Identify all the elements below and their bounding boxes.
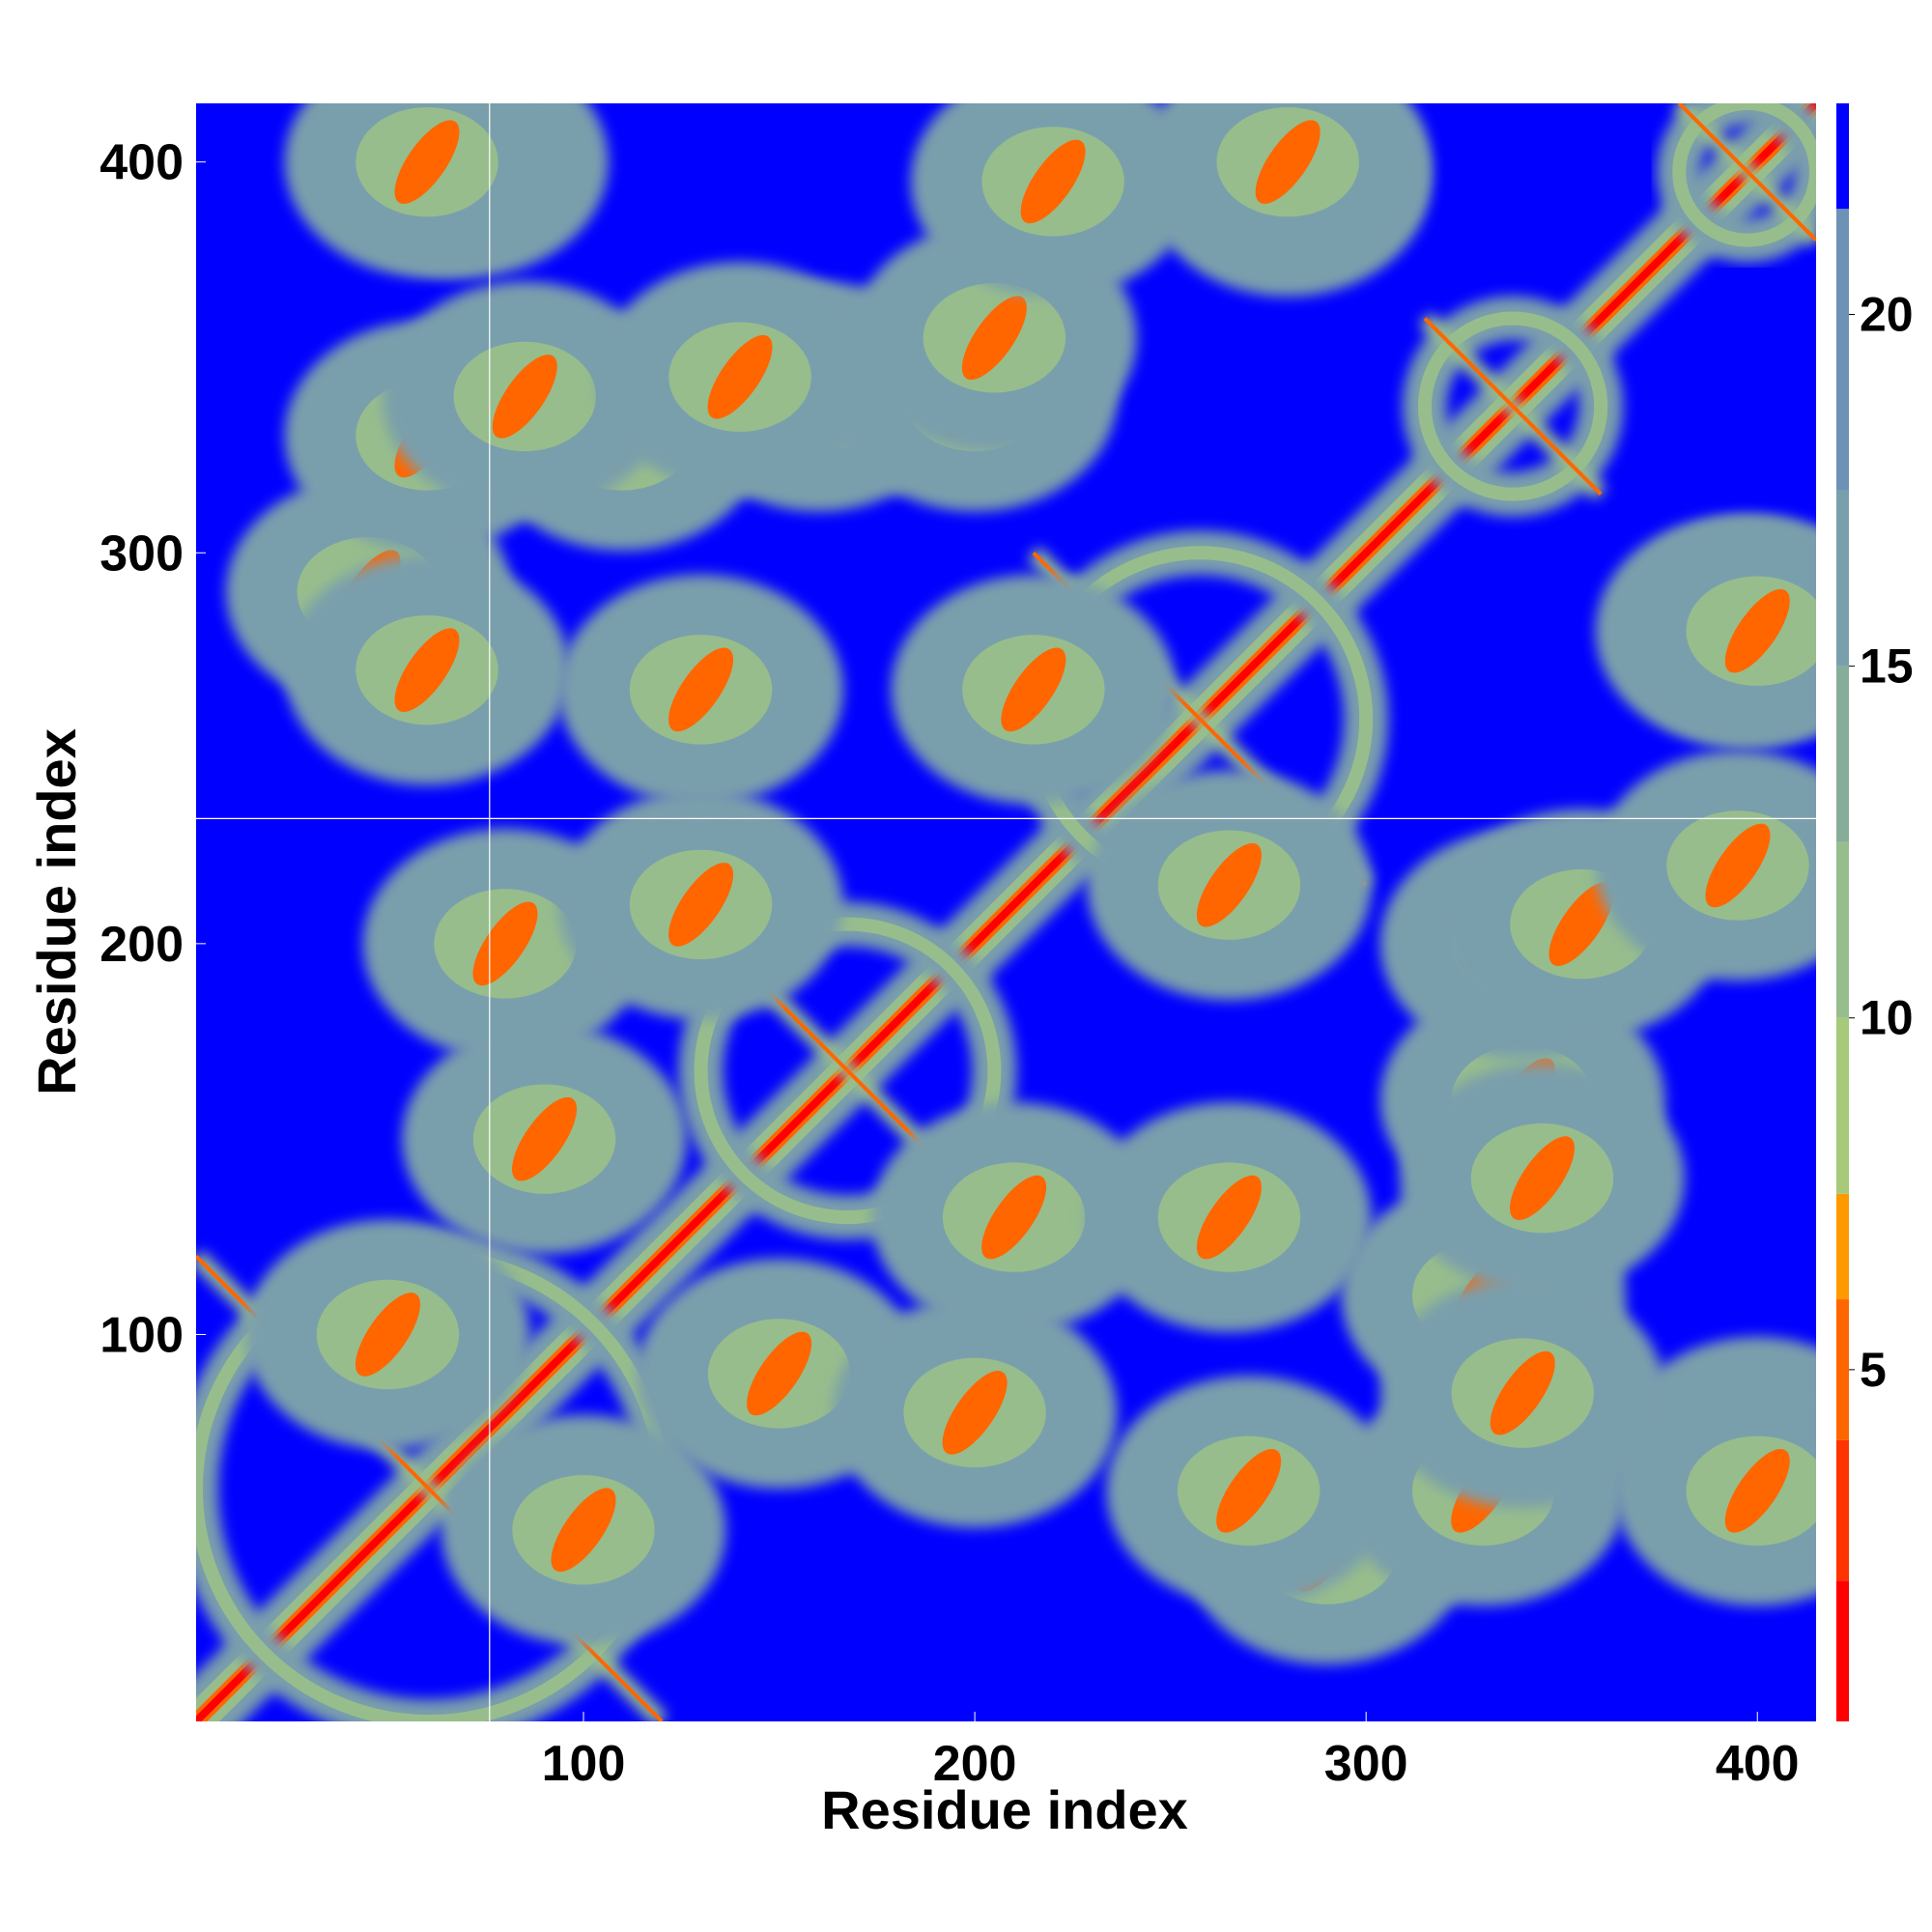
- colorbar-segment: [1836, 1439, 1849, 1581]
- y-axis-label: Residue index: [26, 728, 87, 1095]
- y-axis-ticks: 100 200 300 400: [99, 135, 206, 1363]
- colorbar-segment: [1836, 209, 1849, 491]
- colorbar-ticks: 5 10 15 20: [1849, 287, 1914, 1397]
- contact-blob-center: [1705, 823, 1771, 908]
- colorbar: [1836, 103, 1849, 1721]
- domain-block-ring-core: [694, 917, 1002, 1225]
- contact-blob-center: [394, 628, 460, 712]
- contact-blob-center: [1724, 1448, 1790, 1533]
- x-tick-label: 400: [1716, 1736, 1800, 1792]
- contact-blob-center: [981, 1175, 1047, 1260]
- contact-blob-center: [942, 1371, 1008, 1455]
- contact-blob-center: [1196, 1175, 1262, 1260]
- x-tick-label: 100: [542, 1736, 626, 1792]
- contact-blob-center: [1216, 1448, 1282, 1533]
- colorbar-segment: [1836, 841, 1849, 1018]
- y-tick-label: 400: [99, 135, 184, 191]
- contact-blob-center: [707, 334, 773, 419]
- domain-block-antidiagonal-core: [1677, 103, 1816, 242]
- contact-blob-center: [1196, 842, 1262, 927]
- contact-blob-center: [1255, 120, 1321, 205]
- contact-blob-center: [1020, 139, 1086, 224]
- colorbar-segment: [1836, 666, 1849, 842]
- contact-blob-center: [355, 1293, 420, 1377]
- contact-blob-center: [1724, 588, 1790, 673]
- x-axis-ticks: 100 200 300 400: [542, 1712, 1800, 1792]
- colorbar-segment: [1836, 490, 1849, 667]
- contact-blob-center: [394, 120, 460, 205]
- domain-block-antidiagonal-core: [1423, 317, 1603, 497]
- heatmap-cells: [196, 103, 1816, 1721]
- colorbar-tick-label: 20: [1860, 287, 1914, 341]
- colorbar-tick-label: 10: [1860, 991, 1914, 1045]
- colorbar-tick-label: 5: [1860, 1343, 1887, 1397]
- contact-blob-center: [1548, 882, 1614, 966]
- colorbar-segment: [1836, 1299, 1849, 1440]
- heatmap-plot-area: [196, 103, 1816, 1721]
- y-tick-label: 200: [99, 917, 184, 973]
- x-axis-label: Residue index: [821, 1779, 1188, 1840]
- contact-blob-center: [961, 296, 1027, 381]
- x-tick-label: 300: [1324, 1736, 1408, 1792]
- contact-blob-center: [512, 1096, 578, 1181]
- contact-blob-center: [668, 863, 734, 947]
- y-tick-label: 300: [99, 526, 184, 582]
- contact-blob-center: [551, 1488, 616, 1573]
- y-tick-label: 100: [99, 1307, 184, 1363]
- x-tick-label: 200: [933, 1736, 1017, 1792]
- domain-block-ring-core: [1672, 103, 1816, 247]
- contact-blob-center: [668, 647, 734, 732]
- domain-block-ring-core: [1417, 311, 1608, 501]
- contact-blob-center: [1509, 1136, 1575, 1220]
- contact-blob-center: [1001, 647, 1066, 732]
- colorbar-segment: [1836, 1017, 1849, 1194]
- colorbar-segment: [1836, 103, 1849, 210]
- colorbar-segment: [1836, 1193, 1849, 1300]
- contact-blob-center: [747, 1331, 812, 1416]
- contact-blob-center: [492, 355, 557, 439]
- contact-blob-center: [1490, 1350, 1555, 1435]
- diagonal-center: [196, 103, 1816, 1721]
- colorbar-segment: [1836, 1580, 1849, 1721]
- colorbar-tick-label: 15: [1860, 639, 1914, 694]
